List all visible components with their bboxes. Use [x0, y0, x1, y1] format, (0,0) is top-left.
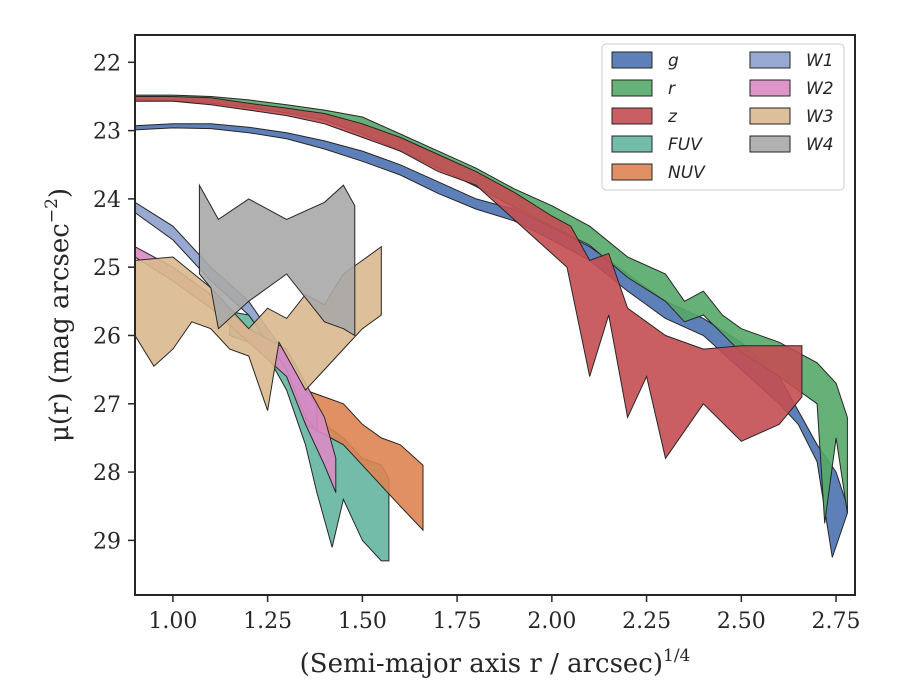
- x-axis-label: (Semi-major axis r / arcsec)1/4: [300, 646, 691, 679]
- legend-label-w2: W2: [806, 79, 834, 99]
- x-axis-ticks: 1.00 1.25 1.50 1.75 2.00 2.25 2.50 2.75: [148, 595, 861, 634]
- y-tick-label: 27: [93, 393, 121, 418]
- series-band-w4: [198, 183, 356, 337]
- legend-label-g: g: [668, 51, 679, 71]
- legend-swatch-r: [611, 79, 653, 97]
- plot-frame: [134, 34, 856, 596]
- series-band-nuv: [305, 389, 424, 532]
- legend-label-r: r: [668, 79, 676, 99]
- y-tick-label: 23: [93, 120, 121, 145]
- legend-swatch-g: [611, 51, 653, 69]
- x-tick-label: 2.00: [527, 609, 576, 634]
- x-tick-label: 2.50: [717, 609, 766, 634]
- y-tick-label: 25: [93, 256, 121, 281]
- legend-label-w1: W1: [806, 51, 834, 71]
- y-axis-ticks: 22 23 24 25 26 27 28 29: [93, 51, 135, 554]
- x-tick-label: 1.75: [433, 609, 482, 634]
- legend-swatch-fuv: [611, 135, 653, 153]
- y-tick-label: 22: [93, 51, 121, 76]
- series-layer: [135, 94, 848, 562]
- legend-swatch-z: [611, 107, 653, 125]
- legend-label-nuv: NUV: [668, 163, 706, 183]
- x-tick-label: 2.75: [812, 609, 861, 634]
- legend-swatch-w1: [749, 51, 791, 69]
- legend-swatch-nuv: [611, 163, 653, 181]
- legend-swatch-w4: [749, 135, 791, 153]
- legend-label-w3: W3: [806, 107, 834, 127]
- legend-label-z: z: [667, 107, 678, 127]
- legend-label-w4: W4: [806, 135, 834, 155]
- x-tick-label: 1.25: [243, 609, 292, 634]
- series-band-z: [135, 96, 803, 460]
- x-tick-label: 1.50: [338, 609, 387, 634]
- x-tick-label: 1.00: [148, 609, 197, 634]
- series-band-w3: [135, 245, 382, 411]
- x-tick-label: 2.25: [622, 609, 671, 634]
- legend: grz FUV NUV W1 W2 W3 W4: [601, 43, 845, 191]
- y-axis-label: μ(r) (mag arcsec−2): [42, 188, 75, 442]
- legend-label-fuv: FUV: [668, 135, 703, 155]
- legend-swatch-w2: [749, 79, 791, 97]
- y-tick-label: 26: [93, 324, 121, 349]
- y-tick-label: 28: [93, 461, 121, 486]
- y-tick-label: 24: [93, 188, 121, 213]
- y-tick-label: 29: [93, 529, 121, 554]
- legend-swatch-w3: [749, 107, 791, 125]
